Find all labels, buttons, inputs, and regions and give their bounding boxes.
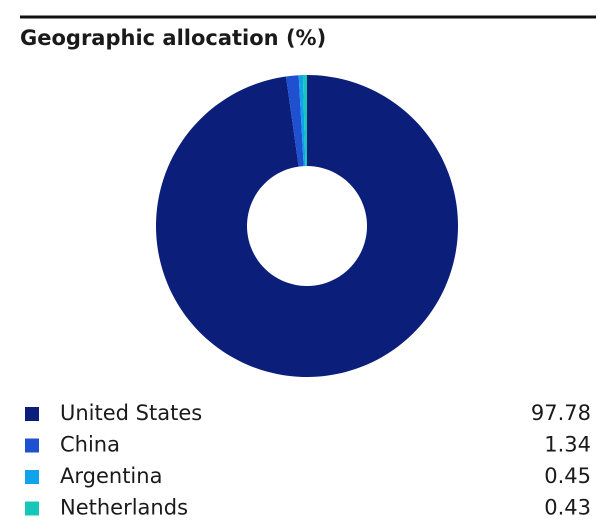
legend-value: 97.78 (531, 401, 591, 425)
donut-slice (155, 75, 458, 378)
legend-swatch (25, 501, 39, 516)
legend-label: Netherlands (60, 496, 188, 520)
legend-label: United States (60, 401, 202, 425)
legend-value: 0.45 (544, 464, 591, 488)
donut-slice (286, 75, 304, 167)
chart-title: Geographic allocation (%) (20, 26, 326, 50)
legend-label: Argentina (60, 464, 162, 488)
legend-value: 0.43 (544, 496, 591, 520)
legend-swatch (25, 407, 39, 421)
donut-slice (298, 75, 306, 167)
legend-value: 1.34 (544, 433, 591, 457)
legend-swatch (25, 438, 39, 453)
donut-slice (302, 75, 307, 167)
legend-label: China (60, 433, 120, 457)
legend-swatch (25, 470, 39, 484)
